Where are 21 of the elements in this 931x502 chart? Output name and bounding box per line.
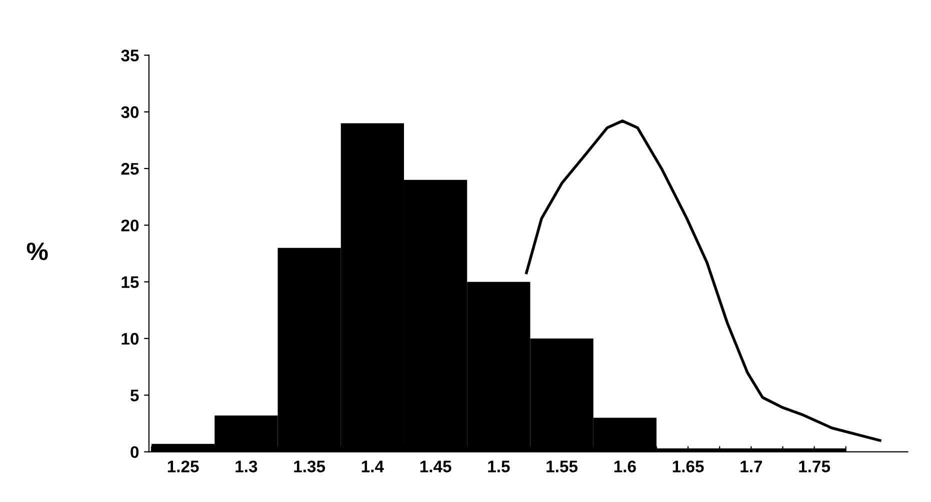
y-axis-title: % xyxy=(26,242,48,260)
line-series xyxy=(525,120,882,442)
x-tick-label: 1.55 xyxy=(546,460,578,472)
y-tick-label: 15 xyxy=(122,276,139,288)
x-tick-label: 1.7 xyxy=(740,460,762,472)
x-tick-label: 1.4 xyxy=(362,460,384,472)
x-tick-label: 1.3 xyxy=(236,460,258,472)
x-tick-label: 1.25 xyxy=(168,460,199,472)
y-tick-label: 0 xyxy=(130,446,139,458)
x-tick-label: 1.35 xyxy=(294,460,326,472)
y-tick-label: 25 xyxy=(121,162,139,175)
x-tick-label: 1.75 xyxy=(799,460,830,472)
y-tick-label: 35 xyxy=(121,50,139,62)
x-tick-label: 1.45 xyxy=(420,460,452,472)
y-tick-label: 10 xyxy=(122,332,139,345)
x-tick-label: 1.5 xyxy=(488,460,510,472)
y-tick-label: 30 xyxy=(121,106,139,118)
x-tick-label: 1.65 xyxy=(672,460,704,472)
y-tick-label: 5 xyxy=(130,390,139,402)
x-tick-label: 1.6 xyxy=(614,460,636,472)
y-tick-label: 20 xyxy=(121,220,139,232)
